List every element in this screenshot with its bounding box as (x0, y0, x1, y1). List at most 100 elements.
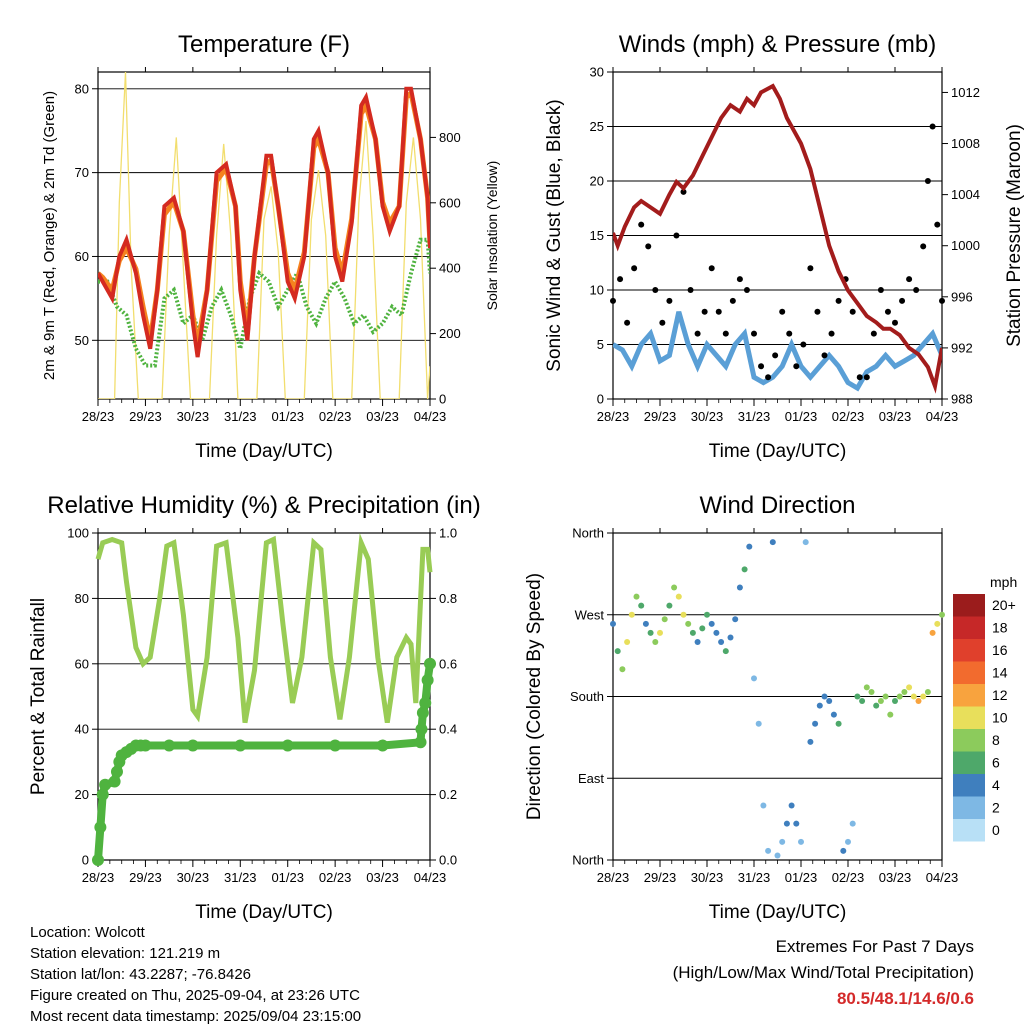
x-tick-label: 28/23 (82, 870, 115, 885)
direction-point (826, 698, 833, 705)
gust-point (814, 308, 821, 315)
direction-point (788, 802, 795, 809)
gust-point (870, 330, 877, 337)
rh-line (95, 533, 433, 724)
y-tick-label: 10 (590, 283, 604, 298)
x-axis-label: Time (Day/UTC) (195, 902, 333, 923)
y-tick-label: 0 (597, 392, 604, 407)
x-tick-label: 29/23 (129, 409, 162, 424)
direction-point (920, 693, 927, 700)
precip-point (281, 739, 294, 752)
chart-title: Temperature (F) (178, 31, 350, 58)
gust-point (924, 178, 931, 184)
gust-point (913, 287, 920, 293)
direction-point (901, 688, 908, 695)
y2-tick-label: 1012 (951, 85, 980, 100)
direction-point (760, 802, 767, 809)
y2-tick-label: 1004 (951, 187, 980, 202)
x-tick-label: 02/23 (319, 870, 352, 885)
location-text: Location: Wolcott (30, 924, 145, 941)
gust-point (920, 243, 927, 250)
precip-point (186, 739, 199, 752)
direction-point (892, 698, 898, 705)
colorbar-label: 0 (992, 822, 1000, 838)
y-tick-label: 15 (590, 228, 604, 243)
gust-point (934, 221, 941, 228)
gust-point (779, 308, 786, 315)
x-tick-label: 01/23 (271, 409, 304, 424)
dewpoint-line (98, 237, 430, 368)
direction-point (666, 602, 673, 609)
colorbar-swatch (953, 706, 985, 729)
pressure-line (613, 83, 942, 394)
x-tick-label: 31/23 (738, 409, 771, 424)
y2-tick-label: 400 (439, 261, 461, 276)
x-tick-label: 04/23 (414, 409, 447, 424)
direction-point (859, 698, 866, 705)
direction-point (624, 639, 631, 645)
precip-point (110, 765, 123, 778)
y2-tick-label: 0.8 (439, 591, 457, 606)
x-tick-label: 31/23 (224, 409, 257, 424)
x-tick-label: 04/23 (414, 870, 447, 885)
direction-point (610, 620, 616, 627)
y2-tick-label: 1.0 (439, 526, 457, 541)
gust-point (906, 276, 913, 283)
y2-tick-label: 992 (951, 340, 973, 355)
chart-title: Winds (mph) & Pressure (mb) (619, 31, 936, 58)
y-tick-label: 80 (75, 591, 89, 606)
direction-point (727, 634, 734, 641)
direction-point (708, 620, 715, 627)
gust-point (708, 265, 715, 272)
y-tick-label: North (572, 853, 604, 868)
gust-point (673, 232, 680, 239)
y2-tick-label: 800 (439, 130, 461, 145)
direction-point (638, 602, 645, 609)
gust-point (772, 352, 779, 359)
direction-point (924, 688, 931, 695)
gust-point (899, 297, 906, 304)
y-tick-label: 20 (590, 174, 604, 189)
chart-title: Wind Direction (699, 492, 855, 519)
precip-point (416, 706, 429, 719)
direction-point (896, 693, 903, 700)
x-axis-label: Time (Day/UTC) (709, 902, 847, 923)
direction-point (689, 629, 696, 636)
gust-point (929, 123, 936, 130)
direction-point (699, 625, 706, 632)
y2-tick-label: 1008 (951, 136, 980, 151)
x-tick-label: 03/23 (366, 409, 399, 424)
precip-point (421, 674, 434, 687)
latlon-text: Station lat/lon: 43.2287; -76.8426 (30, 966, 252, 983)
station-info: Location: Wolcott Station elevation: 121… (30, 922, 361, 1027)
gust-point (835, 297, 842, 304)
y-tick-label: 0 (82, 853, 89, 868)
precip-point (419, 697, 432, 710)
x-tick-label: 02/23 (832, 409, 865, 424)
colorbar-swatch (953, 684, 985, 707)
gust-point (610, 297, 616, 304)
direction-point (873, 702, 880, 709)
precip-point (329, 739, 342, 752)
gust-point (743, 287, 750, 293)
direction-point (722, 648, 729, 655)
y-tick-label: 60 (75, 656, 89, 671)
x-tick-label: 29/23 (644, 870, 677, 885)
x-tick-label: 30/23 (691, 870, 724, 885)
colorbar-label: 20+ (992, 597, 1016, 613)
direction-point (934, 620, 941, 627)
y-tick-label: 25 (590, 119, 604, 134)
gust-point (652, 287, 659, 293)
colorbar-label: 18 (992, 620, 1008, 636)
gust-point (659, 319, 666, 326)
gust-point (793, 363, 800, 370)
x-tick-label: 30/23 (691, 409, 724, 424)
gust-point (645, 243, 652, 250)
colorbar-swatch (953, 729, 985, 752)
direction-point (840, 847, 847, 854)
gust-point (856, 374, 863, 381)
direction-point (798, 838, 804, 845)
precip-point (96, 788, 109, 801)
direction-point (816, 702, 823, 709)
